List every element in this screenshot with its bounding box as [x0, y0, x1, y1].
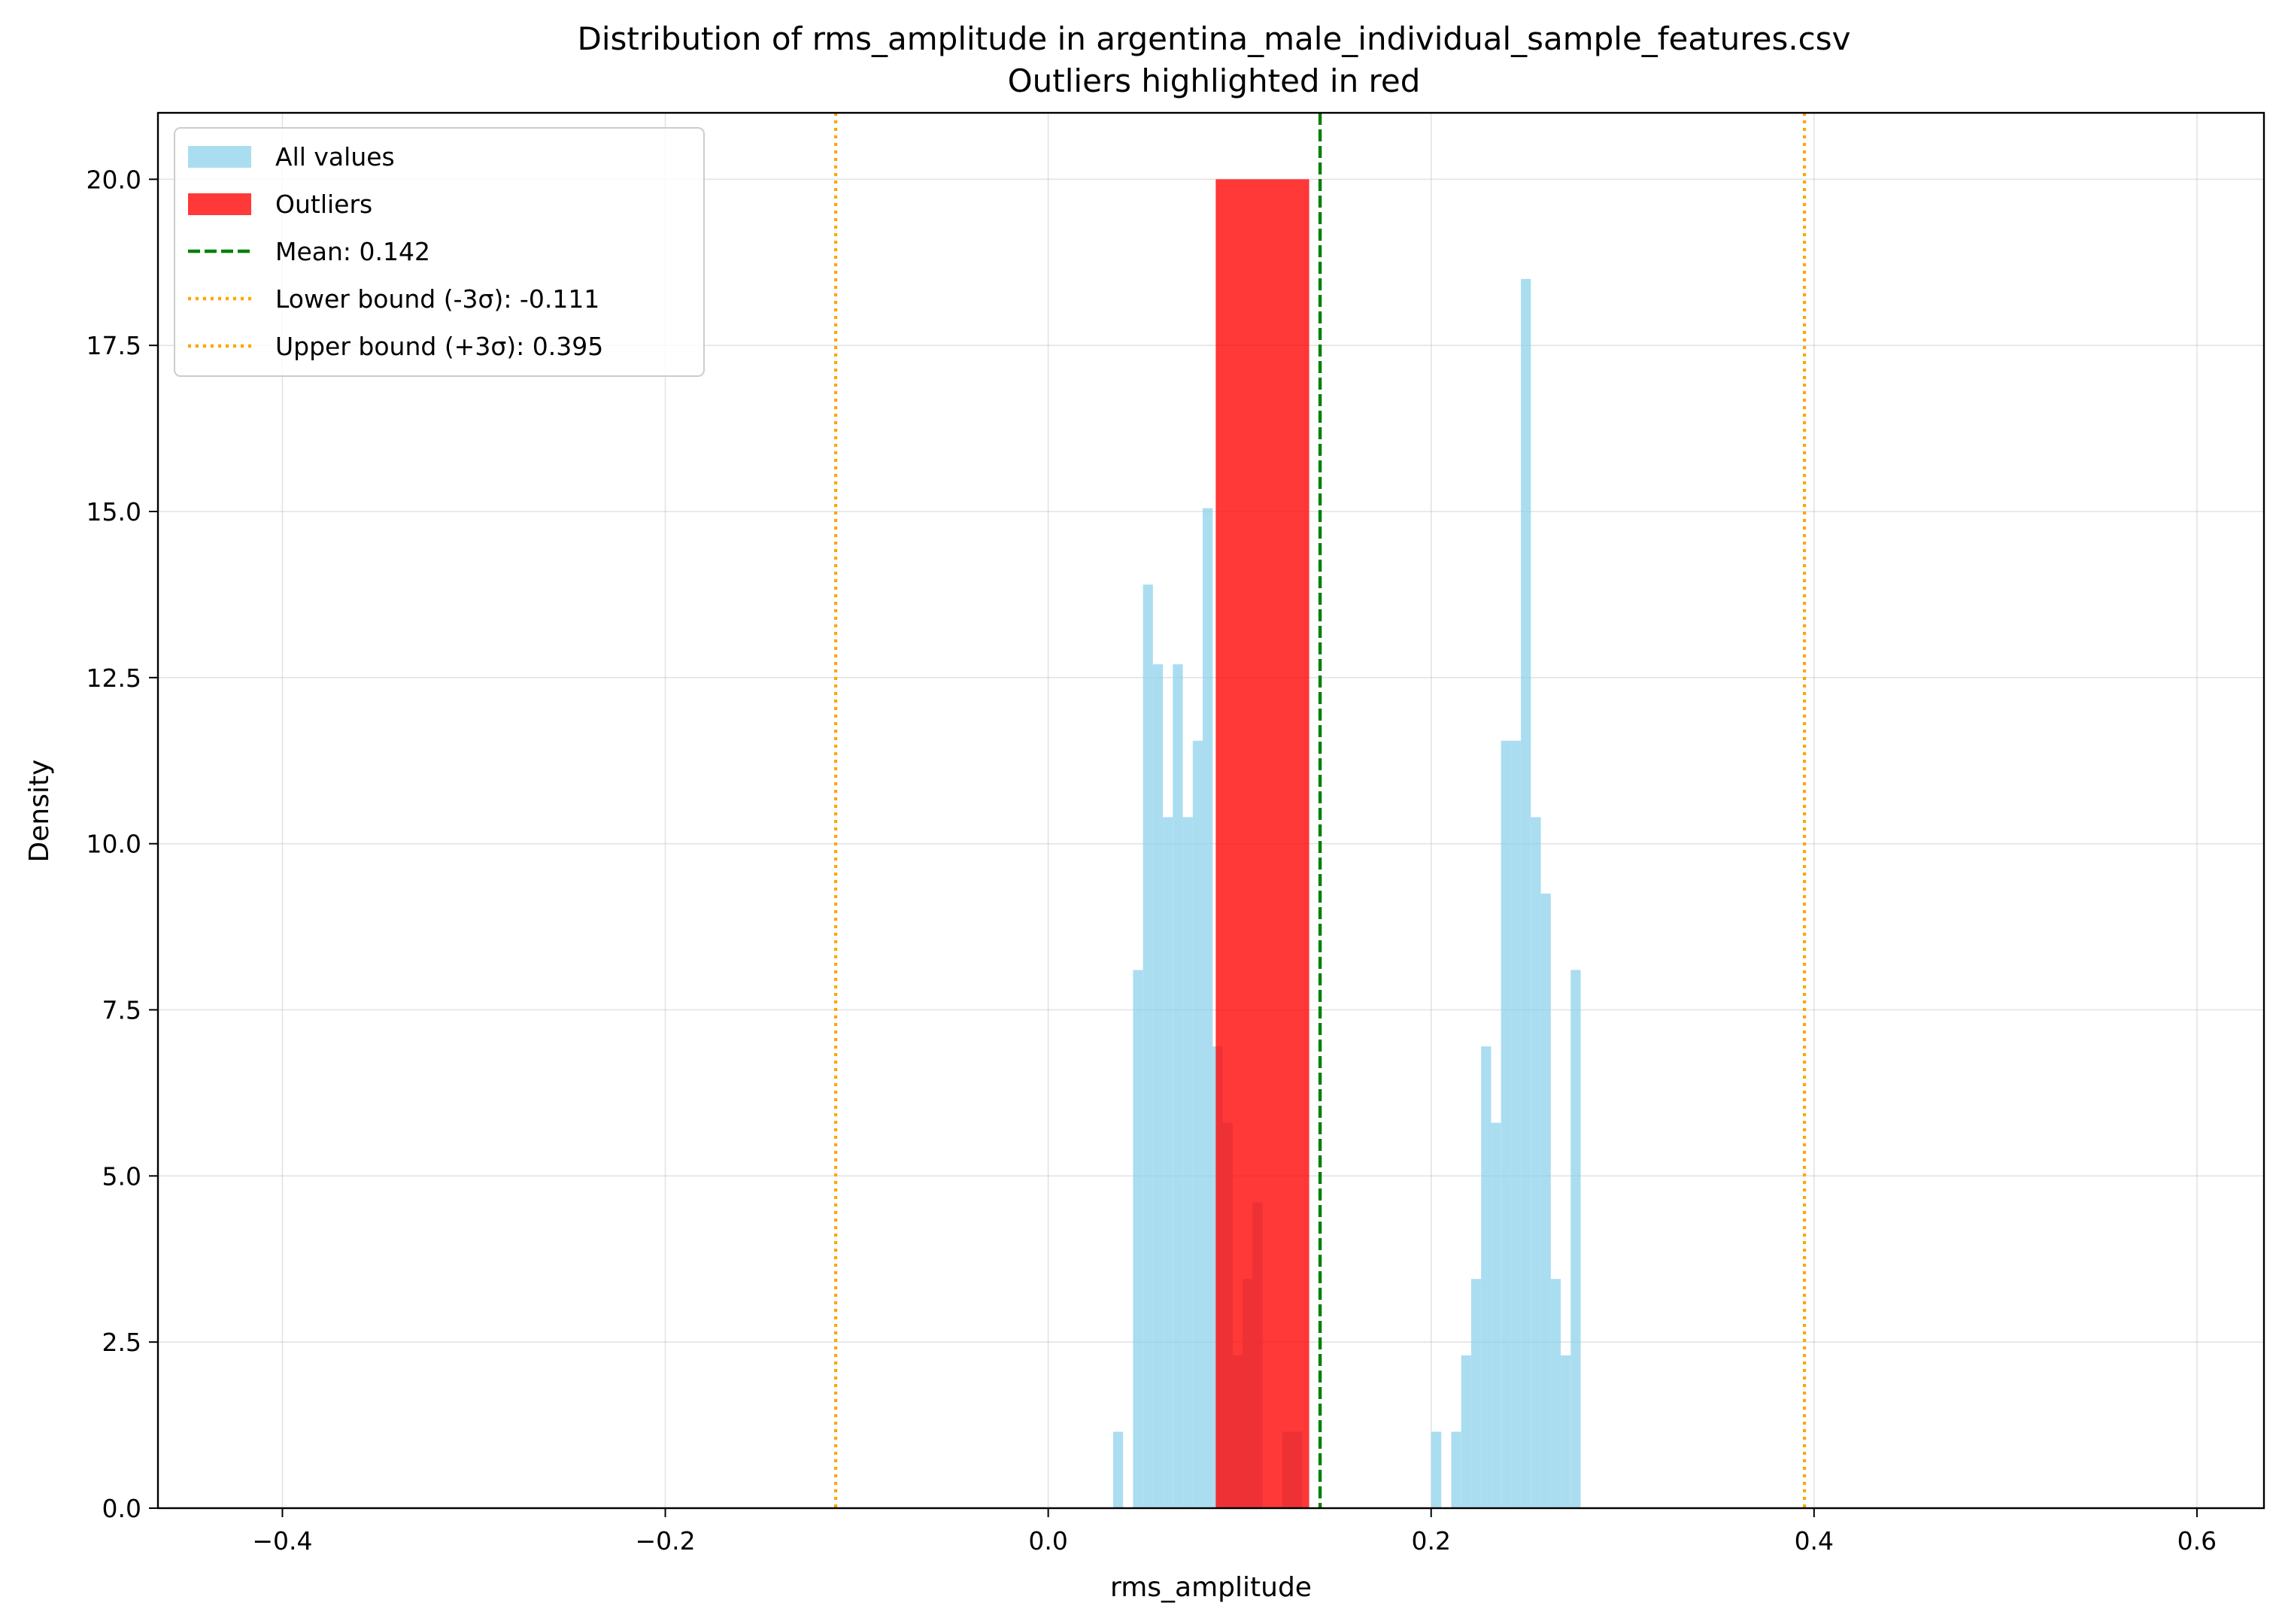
histogram-bar — [1451, 1431, 1461, 1508]
legend: All values Outliers Mean: 0.142 Lower bound… — [174, 127, 705, 377]
y-tick-label: 12.5 — [86, 663, 141, 693]
histogram-bar — [1550, 1279, 1561, 1508]
x-tick-label: 0.2 — [1411, 1526, 1450, 1556]
bars — [1112, 179, 1581, 1509]
chart-subtitle: Outliers highlighted in red — [1008, 62, 1421, 99]
histogram-bar — [1501, 740, 1511, 1508]
legend-lower-bound-label: Lower bound (-3σ): -0.111 — [275, 284, 599, 314]
y-tick-label: 5.0 — [102, 1161, 141, 1191]
y-tick-label: 2.5 — [102, 1328, 141, 1357]
histogram-bar — [1570, 970, 1581, 1508]
plot-frame — [156, 111, 2265, 1510]
histogram-bar — [1461, 1355, 1471, 1508]
histogram-bar — [1431, 1431, 1442, 1508]
legend-frame — [174, 127, 705, 377]
histogram-bar — [1470, 1279, 1482, 1508]
legend-all-values-swatch — [188, 146, 251, 168]
y-tick-label: 10.0 — [86, 830, 141, 859]
histogram-bar — [1203, 508, 1213, 1509]
histogram-bar — [1510, 740, 1522, 1508]
histogram-bar — [1491, 1122, 1501, 1508]
histogram-bar — [1531, 817, 1541, 1508]
x-tick-label: −0.4 — [252, 1526, 312, 1556]
reference-lines — [833, 113, 1807, 1508]
legend-outliers-label: Outliers — [275, 190, 372, 219]
y-tick-label: 20.0 — [86, 165, 141, 194]
y-tick-label: 17.5 — [86, 331, 141, 360]
chart-title: Distribution of rms_amplitude in argenti… — [577, 20, 1850, 57]
x-tick-label: −0.2 — [635, 1526, 695, 1556]
y-tick-label: 7.5 — [102, 996, 141, 1025]
histogram-bar — [1561, 1355, 1571, 1508]
y-tick-label: 0.0 — [102, 1494, 141, 1523]
legend-all-values-label: All values — [275, 142, 395, 172]
histogram-bar — [1540, 893, 1551, 1508]
histogram-bar — [1112, 1431, 1124, 1508]
histogram-bar — [1521, 278, 1531, 1508]
legend-outliers-swatch — [188, 193, 251, 215]
legend-upper-bound-label: Upper bound (+3σ): 0.395 — [275, 332, 603, 361]
axis-ticks: −0.4 −0.2 0.0 0.2 0.4 0.6 0.0 2.5 5.0 7.5 10.0 12.5… — [86, 165, 2217, 1556]
y-axis-label: Density — [24, 760, 55, 863]
legend-mean-label: Mean: 0.142 — [275, 237, 430, 266]
x-tick-label: 0.4 — [1795, 1526, 1834, 1556]
histogram-bar — [1143, 584, 1153, 1508]
histogram-bar — [1192, 740, 1203, 1508]
histogram-bar — [1163, 817, 1173, 1508]
outlier-bar — [1215, 179, 1309, 1508]
histogram-bar — [1173, 664, 1183, 1508]
x-tick-label: 0.6 — [2177, 1526, 2217, 1556]
histogram-bar — [1182, 817, 1193, 1508]
histogram-bar — [1133, 970, 1143, 1508]
x-tick-label: 0.0 — [1028, 1526, 1067, 1556]
y-tick-label: 15.0 — [86, 497, 141, 527]
x-axis-label: rms_amplitude — [1110, 1572, 1312, 1603]
histogram-bar — [1152, 664, 1164, 1508]
histogram-bar — [1481, 1046, 1492, 1508]
